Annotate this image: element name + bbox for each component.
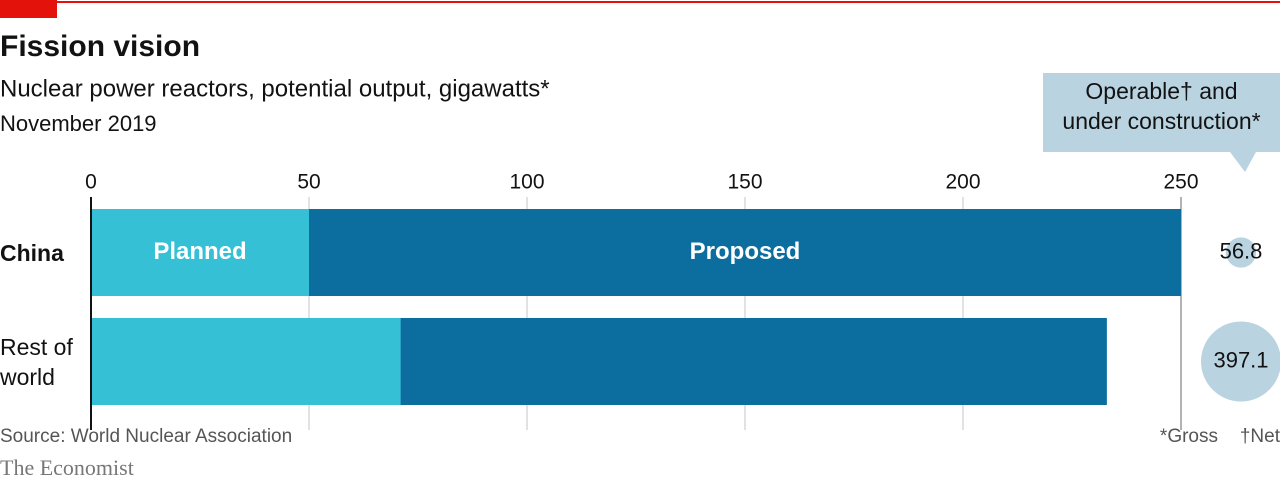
bubble: [1201, 321, 1280, 402]
category-label: Rest of world: [0, 333, 73, 390]
y-tick-label: Rest of world: [0, 333, 73, 390]
x-tick-label: 50: [297, 171, 320, 194]
source: Source: World Nuclear Association: [0, 426, 292, 447]
callout-text: Operable† and under construction*: [1062, 78, 1261, 134]
x-tick-label: 100: [509, 171, 544, 194]
callout-box: [1043, 73, 1280, 152]
bar: [309, 209, 1181, 296]
x-tick-label: 250: [1163, 171, 1198, 194]
chart-subtitle: Nuclear power reactors, potential output…: [0, 75, 550, 102]
bar: [91, 209, 309, 296]
chart-title: Fission vision: [0, 30, 200, 63]
x-tick-label: 0: [85, 171, 97, 194]
callout: Operable† and under construction*: [1062, 78, 1261, 134]
category-label: China: [0, 239, 64, 266]
series-label: Planned: [153, 238, 246, 265]
red-tag: [0, 0, 57, 18]
x-tick-label: 200: [945, 171, 980, 194]
bubble-label: 56.8: [1220, 238, 1263, 263]
chart-date: November 2019: [0, 111, 157, 136]
brand: The Economist: [0, 455, 134, 480]
y-tick-label: China: [0, 239, 64, 266]
bubble: [1225, 237, 1257, 268]
callout-pointer: [1230, 152, 1256, 172]
footnote: *Gross: [1160, 426, 1218, 447]
x-tick-label: 150: [727, 171, 762, 194]
series-label: Proposed: [690, 238, 801, 265]
footnote: †Net: [1240, 426, 1280, 447]
bubble-label: 397.1: [1213, 347, 1268, 372]
bar: [91, 318, 401, 405]
bar: [400, 318, 1107, 405]
